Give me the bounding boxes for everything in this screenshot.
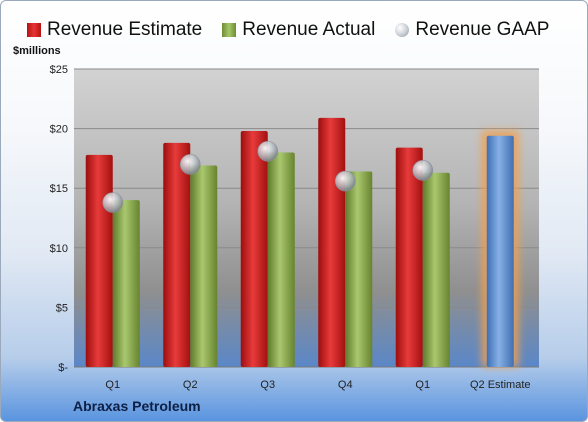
chart-legend: Revenue Estimate Revenue Actual Revenue … (27, 17, 577, 43)
x-tick-label: Q1 (105, 379, 120, 391)
legend-swatch-estimate (27, 23, 41, 37)
x-tick-label: Q1 (415, 379, 430, 391)
legend-label-actual: Revenue Actual (242, 19, 376, 40)
bar-revenue-actual (190, 165, 218, 367)
bar-revenue-actual (112, 200, 140, 367)
y-tick-label: $5 (56, 302, 68, 314)
legend-label-gaap: Revenue GAAP (415, 19, 550, 40)
bar-revenue-actual (422, 172, 450, 367)
legend-item-revenue-actual: Revenue Actual (222, 19, 375, 41)
bar-revenue-estimate (318, 117, 346, 367)
marker-revenue-gaap (179, 154, 201, 175)
legend-swatch-actual (222, 23, 237, 37)
y-tick-label: $25 (50, 64, 68, 76)
bar-revenue-estimate (163, 142, 191, 367)
x-tick-label: Q2 Estimate (470, 379, 531, 391)
bar-revenue-actual (345, 171, 373, 367)
legend-item-revenue-estimate: Revenue Estimate (27, 19, 202, 41)
x-tick-label: Q3 (260, 379, 275, 391)
marker-revenue-gaap (102, 192, 124, 213)
marker-revenue-gaap (257, 140, 279, 162)
legend-label-estimate: Revenue Estimate (47, 19, 203, 40)
company-name: Abraxas Petroleum (73, 398, 201, 414)
y-axis-unit-label: $millions (13, 45, 61, 57)
marker-revenue-gaap (334, 170, 356, 192)
bar-revenue-estimate (240, 130, 268, 367)
legend-item-revenue-gaap: Revenue GAAP (395, 19, 549, 41)
plot-area (74, 69, 539, 367)
bar-revenue-estimate-highlight (486, 135, 514, 367)
x-tick-label: Q2 (183, 379, 198, 391)
marker-revenue-gaap (412, 160, 434, 181)
y-tick-label: $- (58, 362, 68, 374)
bar-revenue-actual (267, 152, 295, 367)
x-tick-label: Q4 (338, 379, 353, 391)
legend-marker-gaap (395, 23, 410, 37)
bar-revenue-estimate (395, 147, 423, 367)
y-tick-label: $15 (50, 183, 68, 195)
y-tick-label: $10 (50, 243, 68, 255)
y-tick-label: $20 (50, 124, 68, 136)
bar-revenue-estimate (85, 154, 113, 367)
